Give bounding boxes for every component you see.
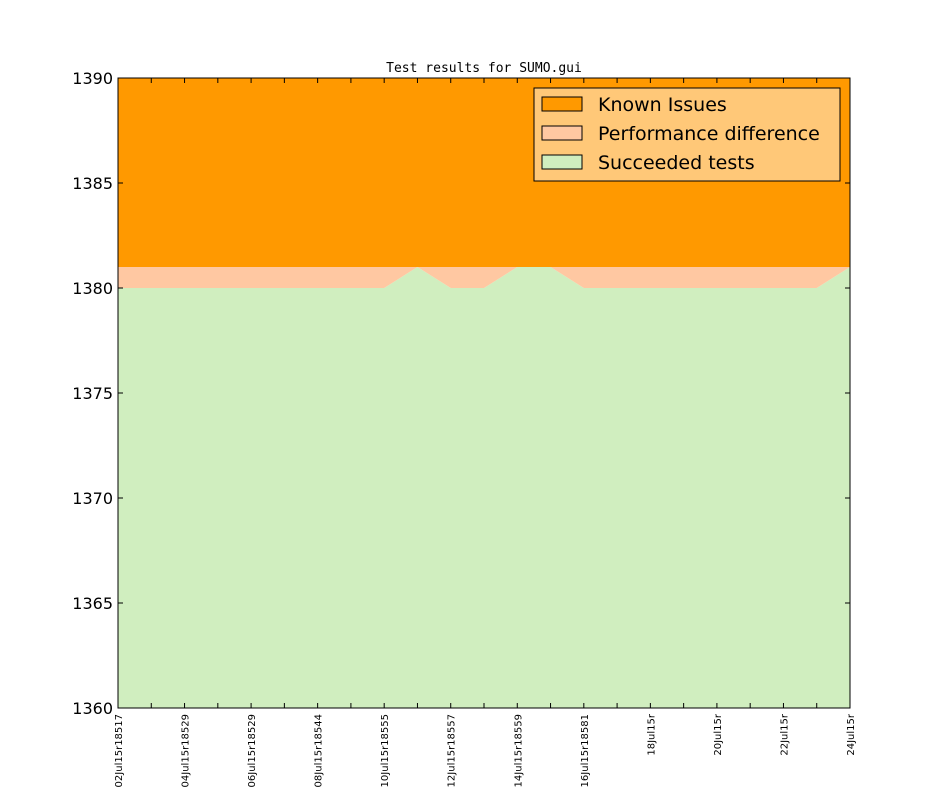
x-tick-label: 10Jul15r18555 [380, 714, 391, 787]
x-tick-label: 22Jul15r [779, 713, 790, 756]
chart-title: Test results for SUMO.gui [386, 61, 582, 76]
x-tick-label: 20Jul15r [713, 713, 724, 756]
area-succeeded-tests [118, 267, 850, 708]
legend-swatch [541, 154, 583, 170]
legend-swatch [541, 96, 583, 112]
x-tick-label: 12Jul15r18557 [447, 714, 458, 787]
x-tick-label: 06Jul15r18529 [247, 714, 258, 787]
x-tick-label: 16Jul15r18581 [580, 714, 591, 787]
y-axis: 1360 1365 1370 1375 1380 1385 1390 [72, 69, 850, 718]
legend: Known Issues Performance difference Succee… [533, 87, 841, 182]
y-tick-label: 1360 [72, 699, 113, 718]
y-tick-label: 1365 [72, 594, 113, 613]
legend-label: Performance difference [598, 123, 820, 145]
x-tick-label: 08Jul15r18544 [314, 714, 325, 787]
x-tick-label: 02Jul15r18517 [114, 714, 125, 787]
x-tick-label: 24Jul15r [846, 713, 857, 756]
legend-label: Succeeded tests [598, 152, 755, 174]
legend-swatch [541, 125, 583, 141]
x-tick-label: 14Jul15r18559 [513, 714, 524, 787]
y-tick-label: 1370 [72, 489, 113, 508]
y-tick-label: 1375 [72, 384, 113, 403]
y-tick-label: 1390 [72, 69, 113, 88]
x-axis: 02Jul15r18517 04Jul15r18529 06Jul15r18529 0… [114, 78, 857, 787]
legend-box [533, 87, 841, 182]
y-tick-label: 1385 [72, 174, 113, 193]
legend-label: Known Issues [598, 94, 727, 116]
x-tick-label: 18Jul15r [646, 713, 657, 756]
y-tick-label: 1380 [72, 279, 113, 298]
area-performance-difference [118, 267, 850, 288]
x-tick-label: 04Jul15r18529 [181, 714, 192, 787]
